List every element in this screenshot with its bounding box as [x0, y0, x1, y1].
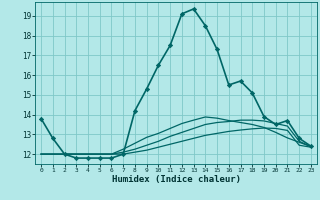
X-axis label: Humidex (Indice chaleur): Humidex (Indice chaleur) — [111, 175, 241, 184]
